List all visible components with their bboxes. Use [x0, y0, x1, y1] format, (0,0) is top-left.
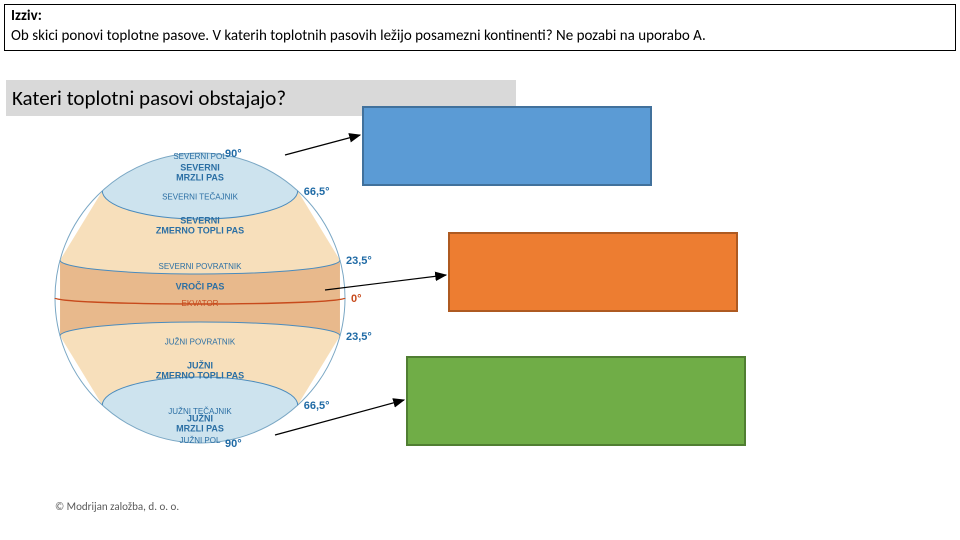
svg-text:VROČI PAS: VROČI PAS	[176, 281, 225, 292]
copyright-text: © Modrijan založba, d. o. o.	[55, 500, 179, 513]
answer-box-green	[406, 356, 746, 446]
svg-text:MRZLI PAS: MRZLI PAS	[176, 424, 224, 434]
svg-text:90°: 90°	[225, 438, 242, 450]
svg-text:23,5°: 23,5°	[346, 331, 372, 343]
svg-text:SEVERNI TEČAJNIK: SEVERNI TEČAJNIK	[162, 193, 239, 202]
svg-text:JUŽNI POVRATNIK: JUŽNI POVRATNIK	[165, 338, 236, 347]
svg-text:SEVERNI: SEVERNI	[180, 216, 220, 226]
svg-text:SEVERNI POL: SEVERNI POL	[173, 152, 227, 161]
challenge-title: Izziv:	[11, 7, 949, 27]
svg-text:JUŽNI POL: JUŽNI POL	[180, 436, 221, 445]
answer-box-orange	[448, 232, 738, 312]
svg-text:JUŽNI: JUŽNI	[187, 360, 213, 371]
svg-text:EKVATOR: EKVATOR	[182, 299, 219, 308]
svg-text:66,5°: 66,5°	[304, 400, 330, 412]
svg-text:90°: 90°	[225, 148, 242, 160]
svg-text:SEVERNI: SEVERNI	[180, 162, 220, 172]
challenge-box: Izziv: Ob skici ponovi toplotne pasove. …	[4, 4, 956, 51]
globe-diagram: SEVERNI POLSEVERNIMRZLI PASSEVERNI TEČAJ…	[50, 118, 370, 518]
svg-text:23,5°: 23,5°	[346, 255, 372, 267]
svg-text:0°: 0°	[351, 293, 362, 305]
svg-text:ZMERNO TOPLI PAS: ZMERNO TOPLI PAS	[156, 371, 244, 381]
question-text: Kateri toplotni pasovi obstajajo?	[12, 85, 286, 111]
challenge-text: Ob skici ponovi toplotne pasove. V kater…	[11, 27, 949, 47]
svg-text:SEVERNI POVRATNIK: SEVERNI POVRATNIK	[159, 262, 243, 271]
answer-box-blue	[362, 106, 652, 186]
svg-text:66,5°: 66,5°	[304, 186, 330, 198]
svg-text:JUŽNI: JUŽNI	[187, 413, 213, 424]
svg-text:ZMERNO TOPLI PAS: ZMERNO TOPLI PAS	[156, 226, 244, 236]
svg-text:MRZLI PAS: MRZLI PAS	[176, 172, 224, 182]
